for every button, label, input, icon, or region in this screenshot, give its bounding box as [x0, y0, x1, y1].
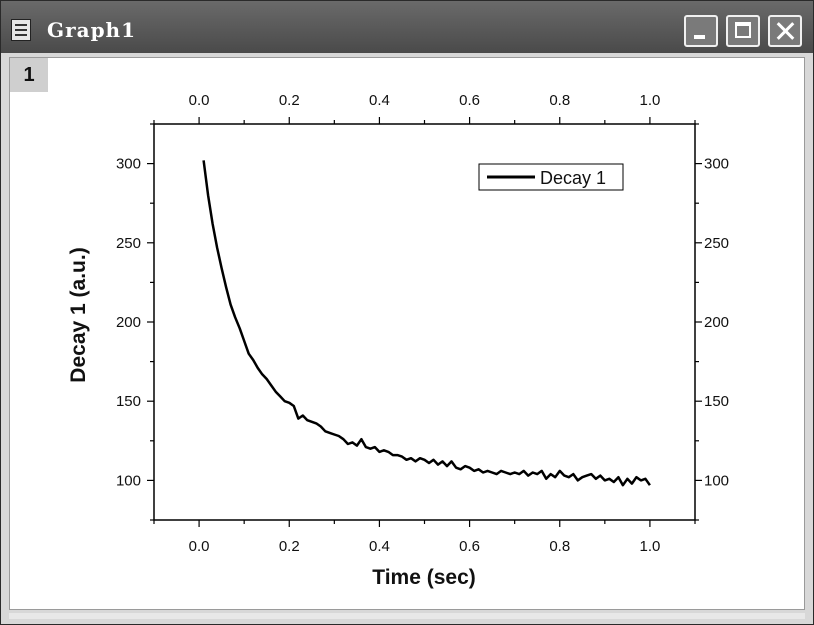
axis-ticks [147, 117, 702, 527]
tick-labels: 0.0 0.2 0.4 0.6 0.8 1.0 0.0 0.2 0.4 0.6 0.8 1.0 100 1… [116, 92, 729, 555]
window-title: Graph1 [47, 18, 137, 42]
legend-entry: Decay 1 [540, 168, 606, 188]
y2-tick-label: 100 [704, 472, 729, 489]
x-tick-label: 0.4 [369, 538, 390, 555]
x2-tick-label: 0.8 [549, 92, 570, 109]
title-bar[interactable]: Graph1 [1, 1, 813, 53]
x-tick-label: 0.8 [549, 538, 570, 555]
minimize-button[interactable] [684, 15, 718, 47]
close-button[interactable] [768, 15, 802, 47]
x-tick-label: 0.0 [189, 538, 210, 555]
legend[interactable]: Decay 1 [478, 163, 624, 191]
y2-tick-label: 200 [704, 314, 729, 331]
x-axis-title: Time (sec) [372, 566, 476, 589]
y2-tick-label: 250 [704, 235, 729, 252]
x2-tick-label: 0.2 [279, 92, 300, 109]
maximize-button[interactable] [726, 15, 760, 47]
y-tick-label: 300 [116, 156, 141, 173]
x2-tick-label: 0.6 [459, 92, 480, 109]
y-tick-label: 100 [116, 472, 141, 489]
minimize-icon [694, 35, 705, 39]
window-bottom-strip [9, 613, 805, 619]
graph-page[interactable]: 1 [9, 57, 805, 610]
y-tick-label: 200 [116, 314, 141, 331]
graph-window-icon[interactable] [11, 19, 31, 41]
x-tick-label: 0.6 [459, 538, 480, 555]
y-tick-label: 150 [116, 393, 141, 410]
y-tick-label: 250 [116, 235, 141, 252]
layer-tab[interactable]: 1 [10, 58, 48, 92]
x2-tick-label: 1.0 [639, 92, 660, 109]
maximize-icon [735, 22, 751, 38]
x-tick-label: 0.2 [279, 538, 300, 555]
x2-tick-label: 0.0 [189, 92, 210, 109]
series-line-decay-1 [202, 160, 651, 487]
y-axis-title: Decay 1 (a.u.) [67, 247, 90, 382]
y2-tick-label: 300 [704, 156, 729, 173]
y2-tick-label: 150 [704, 393, 729, 410]
x2-tick-label: 0.4 [369, 92, 390, 109]
x-tick-label: 1.0 [639, 538, 660, 555]
